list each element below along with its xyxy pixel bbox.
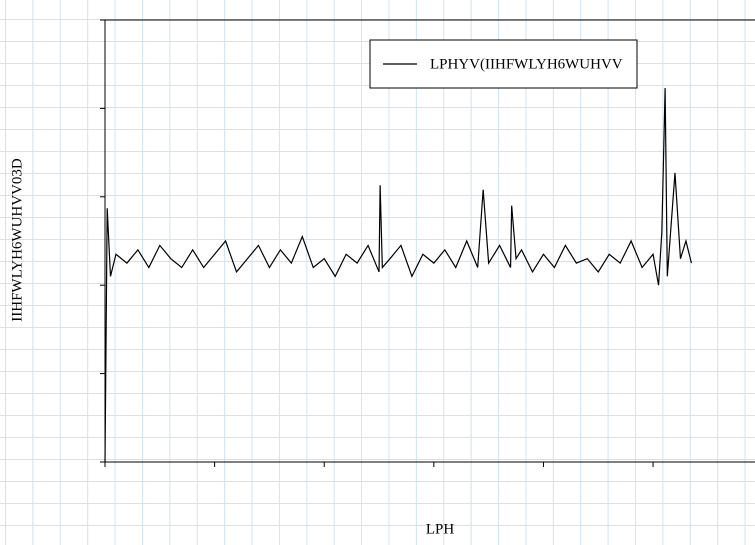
legend-label: LPHYV(IIHFWLYH6WUHVV <box>430 56 623 72</box>
x-axis-label: LPH <box>426 521 455 537</box>
legend: LPHYV(IIHFWLYH6WUHVV <box>369 39 638 89</box>
data-line <box>104 88 693 463</box>
plot-frame <box>104 19 755 463</box>
y-axis-label: IIHFWLYH6WUHVV03D <box>9 158 25 322</box>
